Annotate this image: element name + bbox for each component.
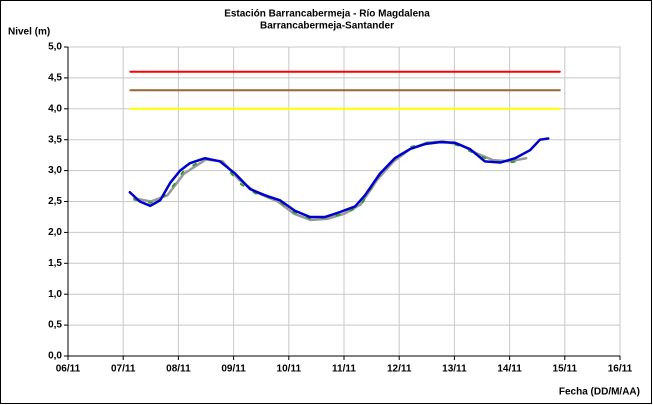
- y-tick-label: 5,0: [48, 42, 62, 53]
- y-tick-label: 4,0: [48, 103, 62, 114]
- x-tick-label: 11/11: [332, 364, 356, 375]
- x-tick-label: 07/11: [111, 364, 136, 375]
- y-tick-label: 3,0: [48, 165, 62, 176]
- y-tick-label: 0,5: [48, 320, 62, 331]
- y-tick-label: 3,5: [48, 134, 62, 145]
- x-tick-label: 16/11: [608, 364, 633, 375]
- x-tick-label: 10/11: [277, 364, 302, 375]
- x-tick-label: 08/11: [166, 364, 191, 375]
- chart-subtitle: Barrancabermeja-Santander: [260, 21, 394, 32]
- series-line: [133, 140, 528, 220]
- y-tick-label: 2,0: [48, 227, 62, 238]
- y-tick-label: 0,0: [48, 351, 62, 362]
- x-tick-label: 13/11: [442, 364, 467, 375]
- x-tick-label: 06/11: [56, 364, 81, 375]
- x-tick-label: 12/11: [387, 364, 412, 375]
- y-axis-label: Nivel (m): [8, 27, 50, 38]
- y-tick-label: 2,5: [48, 196, 62, 207]
- y-tick-label: 1,5: [48, 258, 62, 269]
- y-tick-label: 4,5: [48, 73, 62, 84]
- chart-title: Estación Barrancabermeja - Río Magdalena: [224, 9, 430, 20]
- x-tick-label: 15/11: [553, 364, 578, 375]
- x-tick-label: 14/11: [497, 364, 522, 375]
- x-tick-label: 09/11: [221, 364, 246, 375]
- x-axis-label: Fecha (DD/M/AA): [559, 387, 640, 398]
- series-line: [128, 137, 550, 219]
- y-tick-label: 1,0: [48, 289, 62, 300]
